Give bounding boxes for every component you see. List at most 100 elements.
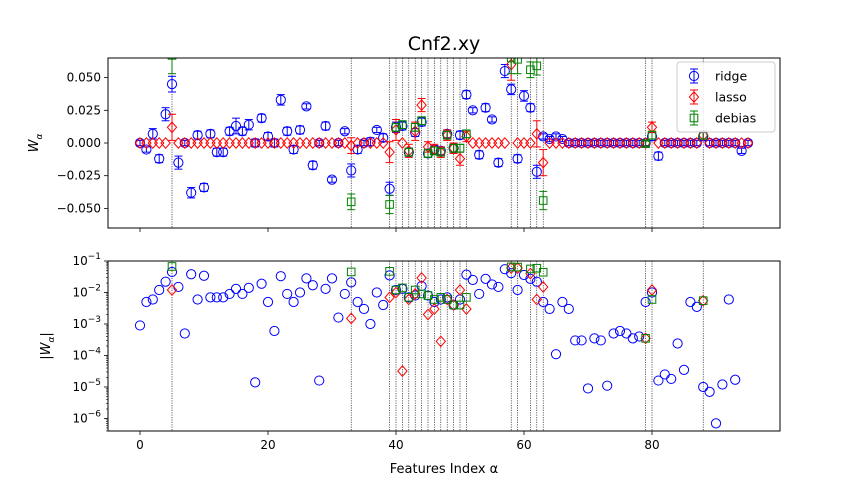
bottom-debias-point	[436, 293, 446, 302]
top-y-label-main: W	[27, 138, 42, 152]
x-tick-label: 20	[260, 438, 275, 452]
bottom-series-ridge	[134, 264, 741, 429]
bottom-lasso-point	[345, 312, 357, 325]
top-lasso-point	[371, 137, 383, 149]
top-x-ticks	[139, 228, 653, 232]
top-debias-point	[641, 139, 650, 148]
top-lasso-point	[301, 137, 312, 149]
top-ridge-point	[243, 119, 254, 130]
bottom-debias-point	[442, 295, 452, 304]
top-ridge-point	[186, 187, 197, 198]
bottom-y-tick-label: 10−4	[72, 346, 101, 362]
top-y-axis-label: Wα	[27, 134, 45, 153]
top-ridge-point	[275, 94, 286, 105]
bottom-ridge-point	[141, 296, 152, 308]
top-ridge-point	[256, 113, 267, 124]
top-lasso-point	[441, 129, 453, 142]
top-debias-point	[647, 130, 657, 140]
bottom-ridge-point	[275, 271, 286, 282]
top-ridge-point	[486, 114, 498, 125]
bottom-ridge-point	[358, 303, 370, 315]
bottom-ridge-point	[294, 287, 306, 298]
bottom-ridge-point	[544, 303, 555, 315]
bottom-lasso-point	[697, 294, 709, 307]
top-lasso-point	[486, 137, 498, 149]
top-debias-point	[455, 143, 465, 153]
bottom-debias-point	[398, 283, 407, 293]
top-y-tick-label: −0.050	[57, 201, 101, 215]
x-tick-label: 80	[644, 438, 659, 452]
bottom-debias-point	[404, 293, 414, 302]
top-ridge-point	[166, 79, 178, 90]
bottom-ridge-point	[256, 278, 267, 289]
bottom-ridge-point	[550, 349, 562, 360]
x-axis-label: Features Index α	[390, 462, 499, 477]
top-ridge-point	[307, 160, 318, 171]
top-lasso-point	[211, 137, 223, 149]
top-lasso-point	[499, 137, 511, 149]
top-ridge-point	[173, 157, 184, 168]
top-lasso-point	[493, 137, 504, 149]
top-debias-point	[430, 146, 439, 156]
bottom-debias-point	[430, 295, 439, 304]
top-lasso-point	[339, 137, 351, 149]
bottom-ridge-point	[461, 269, 472, 280]
bottom-ridge-point	[666, 373, 677, 385]
bottom-debias-point	[462, 293, 471, 302]
top-ridge-point	[506, 84, 517, 95]
bottom-y-tick-label: 10−3	[72, 315, 101, 331]
top-lasso-point	[160, 137, 171, 149]
top-ridge-point	[384, 183, 395, 194]
bottom-ridge-point	[467, 274, 478, 286]
bottom-ridge-point	[352, 296, 363, 308]
top-ridge-point	[518, 90, 530, 102]
top-ridge-point	[467, 105, 478, 116]
bottom-ridge-point	[640, 296, 651, 308]
bottom-ridge-point	[659, 369, 670, 380]
bottom-ridge-point	[621, 328, 632, 339]
bottom-ridge-point	[288, 296, 299, 308]
bottom-debias-point	[391, 285, 401, 295]
bottom-ridge-point	[326, 273, 338, 284]
bottom-ridge-point	[646, 287, 658, 298]
top-debias-point	[436, 147, 446, 157]
bottom-y-label-end: |	[39, 332, 54, 336]
bottom-lasso-point	[416, 271, 427, 284]
top-debias-point	[167, 58, 177, 60]
top-ridge-point	[326, 174, 338, 185]
bottom-ridge-point	[211, 292, 222, 303]
bottom-ridge-point	[390, 284, 402, 296]
bottom-ridge-point	[474, 288, 485, 300]
top-debias-point	[391, 123, 401, 132]
bottom-ridge-point	[224, 288, 235, 300]
bottom-ridge-point	[602, 380, 613, 391]
legend: ridge lasso debias	[676, 61, 776, 133]
top-ridge-point	[230, 120, 242, 132]
bottom-ridge-point	[442, 292, 453, 303]
chart-title: Cnf2.xy	[408, 33, 481, 55]
bottom-ridge-point	[230, 283, 242, 295]
bottom-ridge-point	[582, 383, 594, 394]
bottom-feature-guides	[171, 261, 704, 431]
top-ridge-point	[346, 165, 357, 176]
top-debias-point	[538, 196, 548, 205]
top-ridge-point	[224, 126, 235, 137]
bottom-ridge-point	[595, 335, 606, 346]
top-ridge-point	[352, 144, 363, 155]
top-ridge-point	[474, 149, 485, 160]
bottom-debias-point	[385, 267, 394, 276]
bottom-lasso-point	[531, 293, 543, 306]
bottom-ridge-point	[384, 270, 395, 281]
bottom-ridge-point	[557, 296, 568, 308]
top-debias-point	[417, 116, 426, 126]
bottom-ridge-point	[576, 335, 587, 346]
bottom-lasso-point	[403, 293, 415, 306]
top-lasso-point	[237, 137, 248, 149]
bottom-ridge-point	[320, 283, 331, 295]
bottom-panel: 10−6 10−5 10−4 10−3 10−2 10−1 0 20 40 60 80 |Wα|	[39, 252, 781, 452]
bottom-ridge-point	[378, 299, 389, 311]
top-debias-point	[442, 130, 452, 140]
top-ridge-point	[499, 65, 510, 77]
top-ridge-point	[301, 101, 312, 112]
top-series-marks	[134, 58, 754, 215]
